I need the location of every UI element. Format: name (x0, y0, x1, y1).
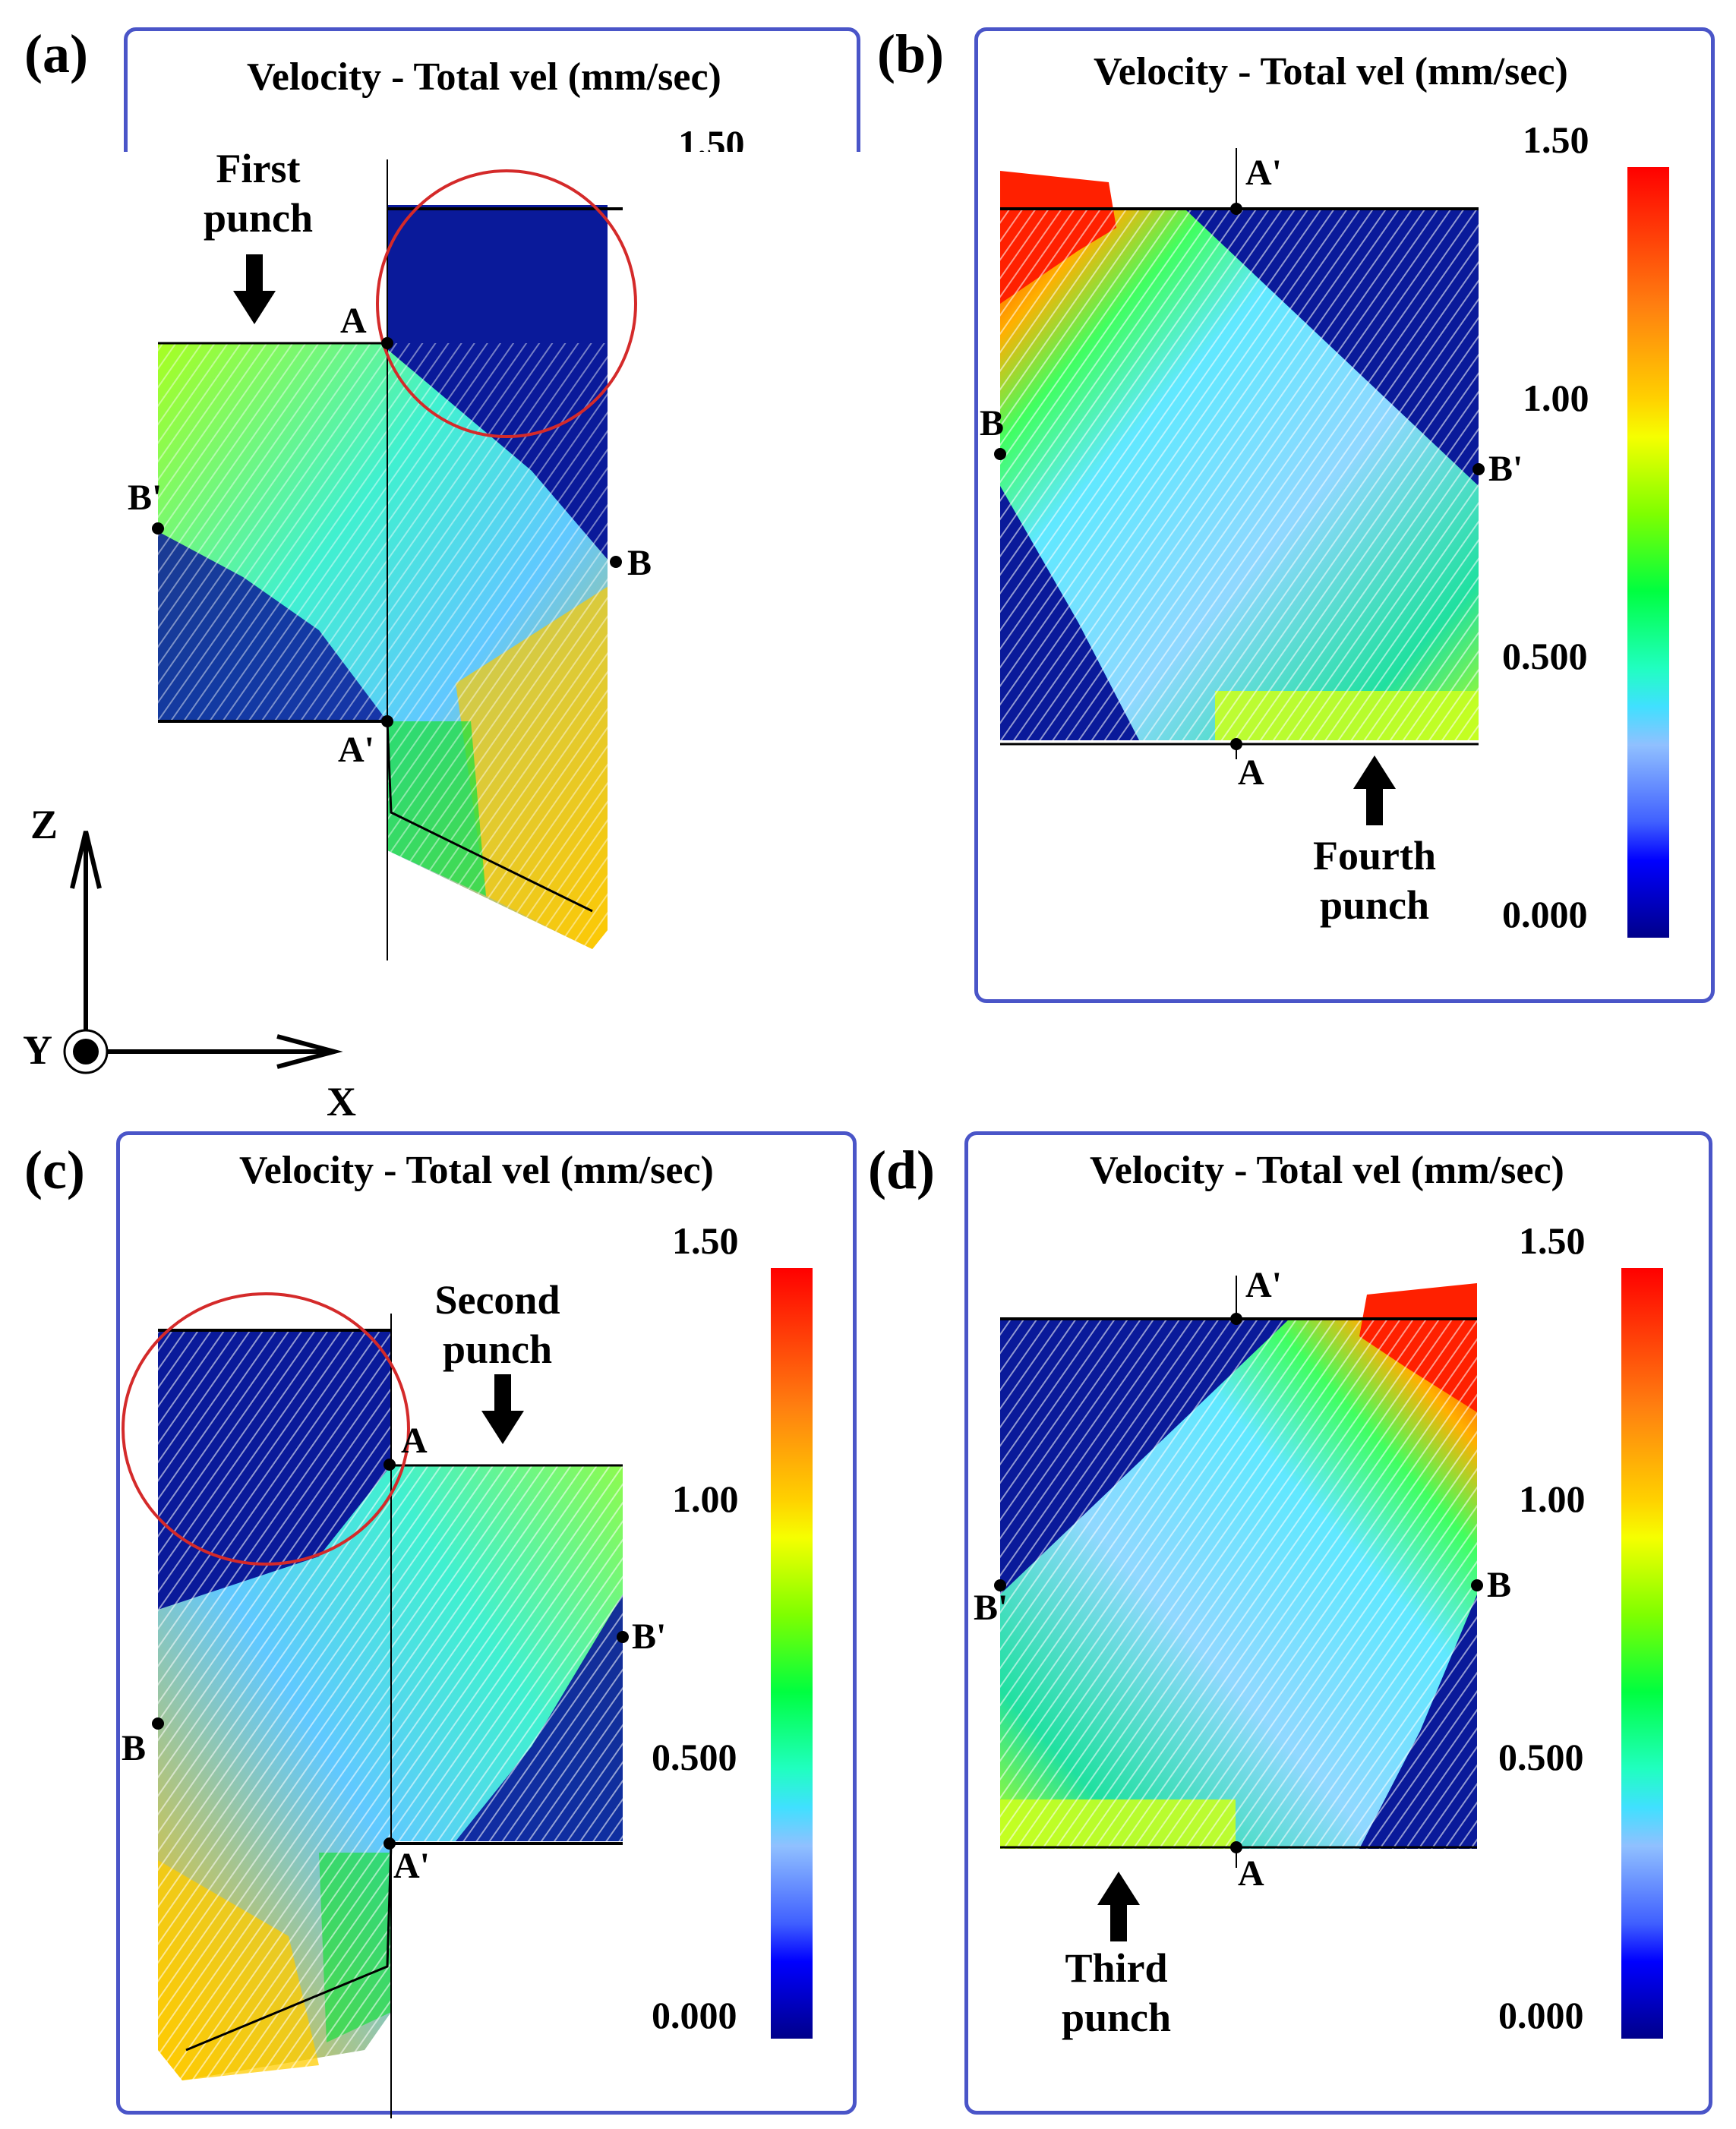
panel-c-point-B (152, 1717, 164, 1730)
panel-d-letter: (d) (868, 1140, 935, 1200)
panel-a-label-A-prime: A' (338, 730, 374, 770)
panel-d-point-B (1471, 1579, 1483, 1591)
panel-b-point-B-prime (1472, 463, 1485, 475)
panel-c-label-A-prime: A' (393, 1846, 430, 1886)
panel-b-tick-min: 0.000 (1502, 893, 1588, 935)
panel-b-point-B (994, 448, 1006, 460)
panel-c-label-B-prime: B' (632, 1616, 667, 1657)
panel-c-colorbar (771, 1268, 813, 2039)
panel-a-point-B-prime (152, 522, 164, 535)
panel-b-tick-05: 0.500 (1502, 635, 1588, 677)
panel-a-label-A: A (340, 301, 367, 341)
panel-c-tick-1: 1.00 (672, 1478, 739, 1520)
panel-c-point-A-prime (383, 1837, 396, 1850)
panel-c-label-B: B (122, 1728, 147, 1768)
panel-c-label-A: A (401, 1421, 428, 1461)
panel-d-label-B-prime: B' (974, 1588, 1008, 1628)
panel-a-label-B-prime: B' (128, 478, 163, 518)
axis-z-label: Z (30, 802, 58, 847)
panel-b-letter: (b) (877, 24, 944, 84)
panel-a-point-A-prime (381, 715, 393, 727)
panel-b-tick-max: 1.50 (1523, 118, 1589, 161)
panel-d-title: Velocity - Total vel (mm/sec) (1090, 1149, 1564, 1192)
panel-a-letter: (a) (24, 24, 88, 84)
panel-b-point-A (1230, 738, 1242, 750)
panel-a-point-A (381, 337, 393, 349)
panel-d-tick-min: 0.000 (1498, 1994, 1584, 2036)
axis-x-label: X (327, 1079, 356, 1124)
panel-b-title: Velocity - Total vel (mm/sec) (1094, 50, 1568, 93)
panel-b-label-A: A (1238, 752, 1264, 793)
panel-b-point-A-prime (1230, 203, 1242, 215)
panel-c-punch-label: Second punch (434, 1277, 560, 1372)
panel-c-vortex-circle (122, 1292, 410, 1566)
panel-b-tick-1: 1.00 (1523, 377, 1589, 419)
panel-a-vortex-circle (376, 169, 637, 438)
panel-a-punch-label: First punch (203, 146, 314, 241)
panel-d-label-A-prime: A' (1245, 1265, 1282, 1305)
panel-d-label-B: B (1487, 1565, 1512, 1605)
panel-d-point-A-prime (1230, 1313, 1242, 1325)
panel-c-tick-min: 0.000 (652, 1994, 737, 2036)
panel-c-title: Velocity - Total vel (mm/sec) (239, 1149, 714, 1192)
panel-d-tick-max: 1.50 (1519, 1219, 1586, 1262)
panel-d-punch-label: Third punch (1061, 1945, 1172, 2040)
panel-a-label-B: B (627, 543, 652, 583)
panel-d-point-B-prime (994, 1579, 1006, 1591)
panel-c-tick-max: 1.50 (672, 1219, 739, 1262)
panel-c-letter: (c) (24, 1140, 85, 1200)
panel-c-tick-05: 0.500 (652, 1736, 737, 1778)
panel-c-point-B-prime (617, 1631, 629, 1643)
panel-d-label-A: A (1238, 1853, 1264, 1894)
panel-d-point-A (1230, 1841, 1242, 1853)
panel-a-point-B (610, 556, 622, 568)
panel-a-title: Velocity - Total vel (mm/sec) (247, 55, 721, 99)
panel-d-tick-05: 0.500 (1498, 1736, 1584, 1778)
axis-y-label: Y (23, 1027, 52, 1073)
panel-b-punch-label: Fourth punch (1313, 833, 1436, 928)
panel-b-colorbar (1627, 167, 1669, 938)
panel-c-point-A (383, 1459, 396, 1471)
panel-d-tick-1: 1.00 (1519, 1478, 1586, 1520)
panel-d-colorbar (1621, 1268, 1663, 2039)
panel-b-label-B-prime: B' (1488, 449, 1523, 489)
panel-b-label-A-prime: A' (1245, 153, 1282, 193)
panel-b-label-B: B (980, 403, 1005, 443)
